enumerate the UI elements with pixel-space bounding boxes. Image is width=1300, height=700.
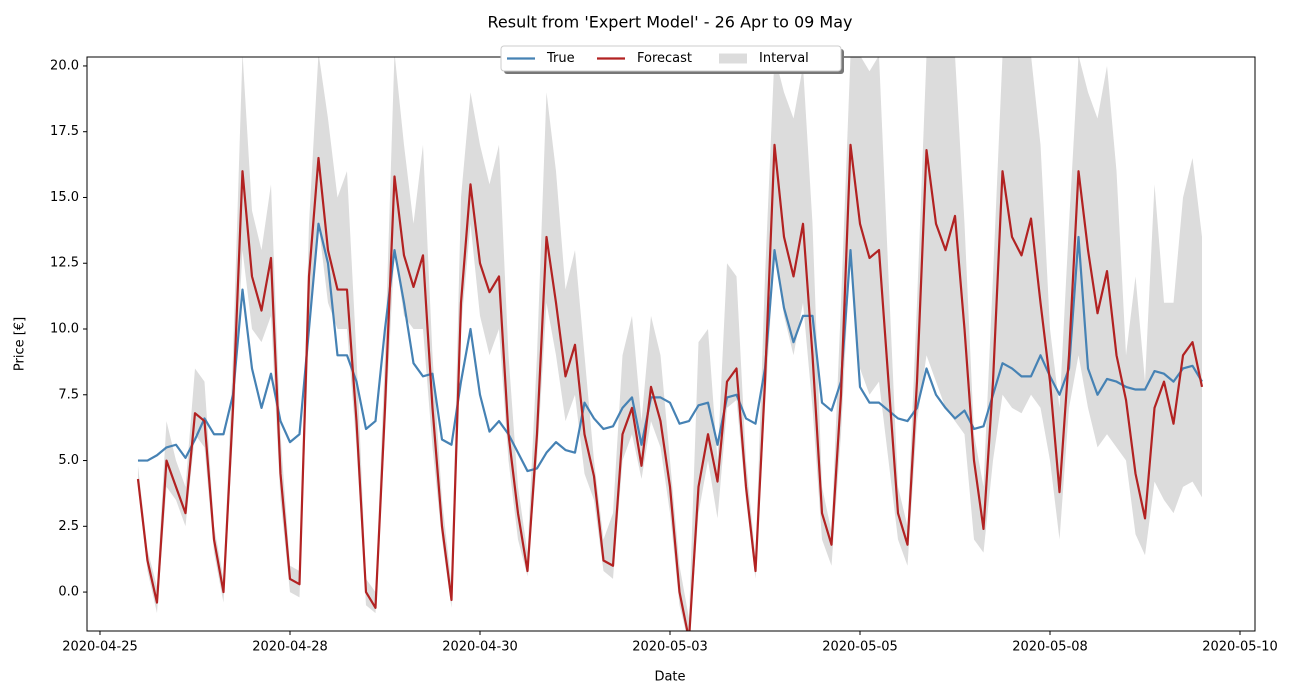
chart-title: Result from 'Expert Model' - 26 Apr to 0… — [487, 13, 852, 32]
y-tick-label: 12.5 — [50, 256, 79, 271]
legend-label: True — [546, 51, 575, 66]
x-tick-label: 2020-05-03 — [632, 640, 708, 655]
y-tick-label: 20.0 — [50, 58, 79, 73]
y-tick-label: 0.0 — [58, 585, 79, 600]
legend: True Forecast Interval — [500, 45, 844, 74]
x-tick-label: 2020-04-28 — [252, 640, 328, 655]
y-tick-label: 17.5 — [50, 124, 79, 139]
legend-box — [500, 45, 842, 72]
y-tick-label: 10.0 — [50, 322, 79, 337]
x-axis-label: Date — [654, 670, 685, 685]
plot-area — [136, 57, 1204, 631]
y-tick-label: 7.5 — [58, 387, 79, 402]
legend-label: Forecast — [637, 51, 692, 66]
x-tick-label: 2020-04-25 — [62, 640, 138, 655]
x-tick-label: 2020-05-08 — [1012, 640, 1088, 655]
x-tick-label: 2020-05-05 — [822, 640, 898, 655]
y-tick-label: 2.5 — [58, 519, 79, 534]
series-line — [136, 143, 1204, 631]
series-line — [137, 222, 1203, 473]
y-tick-label: 5.0 — [58, 453, 79, 468]
x-tick-label: 2020-05-10 — [1202, 640, 1278, 655]
y-tick-label: 15.0 — [50, 190, 79, 205]
x-tick-label: 2020-04-30 — [442, 640, 518, 655]
legend-label: Interval — [759, 51, 809, 66]
interval-band — [137, 57, 1203, 631]
legend-swatch — [719, 53, 747, 64]
y-axis-label: Price [€] — [13, 317, 28, 371]
